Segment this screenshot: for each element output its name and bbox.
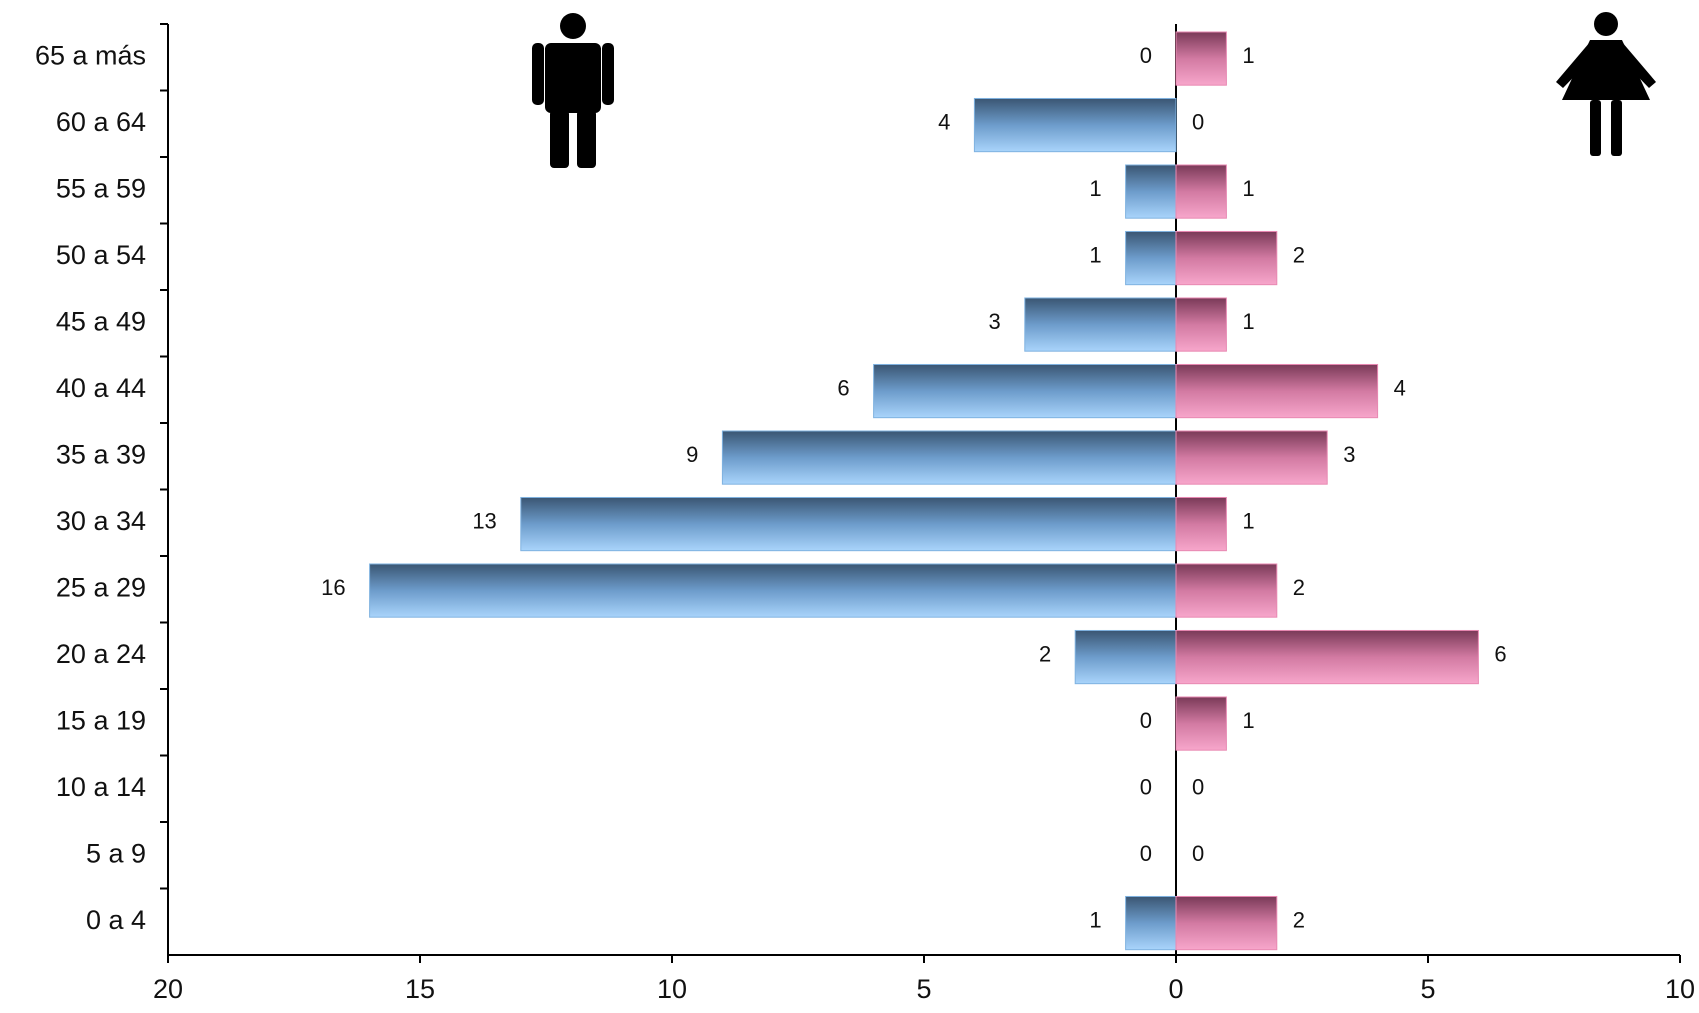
bar bbox=[1175, 895, 1278, 951]
value-label: 0 bbox=[1140, 841, 1152, 866]
bar bbox=[1175, 297, 1227, 352]
value-label: 6 bbox=[837, 376, 849, 401]
value-label: 1 bbox=[1242, 176, 1254, 201]
value-label: 4 bbox=[938, 110, 950, 135]
value-label: 1 bbox=[1242, 43, 1254, 68]
female-icon bbox=[1556, 12, 1656, 156]
value-label: 0 bbox=[1140, 43, 1152, 68]
value-label: 3 bbox=[989, 309, 1001, 334]
bar bbox=[1074, 629, 1177, 685]
value-label: 0 bbox=[1192, 775, 1204, 800]
x-tick-label: 10 bbox=[657, 974, 687, 1004]
value-label: 0 bbox=[1140, 708, 1152, 733]
value-label: 13 bbox=[472, 509, 496, 534]
value-label: 2 bbox=[1293, 575, 1305, 600]
x-tick-label: 20 bbox=[153, 974, 183, 1004]
y-tick-label: 50 a 54 bbox=[56, 240, 146, 270]
bar bbox=[873, 363, 1177, 419]
bar bbox=[1175, 563, 1278, 618]
value-label: 2 bbox=[1293, 243, 1305, 268]
x-tick-label: 5 bbox=[1420, 974, 1435, 1004]
x-tick-label: 10 bbox=[1665, 974, 1695, 1004]
x-tick-label: 15 bbox=[405, 974, 435, 1004]
y-tick-label: 55 a 59 bbox=[56, 173, 146, 203]
y-tick-label: 60 a 64 bbox=[56, 107, 146, 137]
y-tick-label: 25 a 29 bbox=[56, 572, 146, 602]
value-label: 9 bbox=[686, 442, 698, 467]
value-label: 6 bbox=[1494, 642, 1506, 667]
bar bbox=[369, 563, 1177, 618]
bar bbox=[1125, 164, 1177, 219]
y-tick-label: 30 a 34 bbox=[56, 506, 146, 536]
value-label: 1 bbox=[1089, 243, 1101, 268]
value-label: 0 bbox=[1192, 110, 1204, 135]
value-label: 16 bbox=[321, 575, 345, 600]
bar bbox=[1125, 230, 1177, 286]
bar bbox=[1175, 363, 1379, 419]
y-tick-label: 10 a 14 bbox=[56, 772, 146, 802]
bar bbox=[1175, 629, 1479, 685]
y-tick-label: 5 a 9 bbox=[86, 838, 146, 868]
x-tick-label: 5 bbox=[916, 974, 931, 1004]
bar bbox=[973, 97, 1177, 153]
y-tick-label: 65 a más bbox=[35, 40, 146, 70]
bar bbox=[1175, 31, 1227, 86]
value-label: 4 bbox=[1394, 376, 1406, 401]
y-tick-label: 45 a 49 bbox=[56, 306, 146, 336]
x-tick-label: 0 bbox=[1168, 974, 1183, 1004]
value-label: 3 bbox=[1343, 442, 1355, 467]
bar bbox=[1175, 164, 1227, 219]
y-tick-label: 0 a 4 bbox=[86, 905, 146, 935]
bar bbox=[721, 430, 1177, 485]
y-tick-label: 15 a 19 bbox=[56, 705, 146, 735]
value-label: 1 bbox=[1242, 309, 1254, 334]
value-label: 1 bbox=[1242, 509, 1254, 534]
y-tick-label: 20 a 24 bbox=[56, 639, 146, 669]
bar bbox=[1175, 230, 1278, 286]
value-label: 0 bbox=[1140, 775, 1152, 800]
bar bbox=[1125, 895, 1177, 951]
bar bbox=[1175, 496, 1227, 552]
bar bbox=[520, 496, 1177, 552]
y-tick-label: 35 a 39 bbox=[56, 439, 146, 469]
value-label: 2 bbox=[1293, 908, 1305, 933]
value-label: 1 bbox=[1089, 908, 1101, 933]
male-icon bbox=[532, 13, 614, 168]
bar bbox=[1024, 297, 1177, 352]
value-label: 2 bbox=[1039, 642, 1051, 667]
value-label: 1 bbox=[1242, 708, 1254, 733]
bar bbox=[1175, 430, 1328, 485]
value-label: 1 bbox=[1089, 176, 1101, 201]
bar bbox=[1175, 696, 1227, 751]
y-tick-label: 40 a 44 bbox=[56, 373, 146, 403]
value-label: 0 bbox=[1192, 841, 1204, 866]
